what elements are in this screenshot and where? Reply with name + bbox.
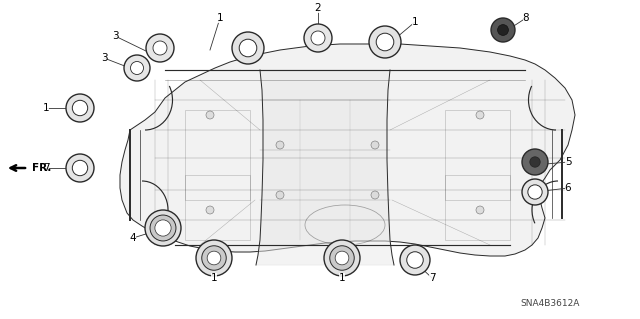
Text: 1: 1 [211,273,218,283]
Circle shape [72,100,88,116]
Text: 1: 1 [217,13,223,23]
Circle shape [232,32,264,64]
Circle shape [491,18,515,42]
Circle shape [330,246,355,270]
Text: 1: 1 [339,273,346,283]
Text: SNA4B3612A: SNA4B3612A [520,299,580,308]
Circle shape [239,39,257,57]
Circle shape [131,62,143,75]
Text: 7: 7 [429,273,435,283]
Circle shape [276,141,284,149]
Text: 1: 1 [43,103,49,113]
Bar [185,175,250,240]
Circle shape [369,26,401,58]
Text: 2: 2 [315,3,321,13]
Circle shape [304,24,332,52]
Circle shape [66,154,94,182]
Circle shape [153,41,167,55]
Text: 7: 7 [43,163,49,173]
Polygon shape [120,44,575,256]
Bar [445,110,510,200]
Text: 3: 3 [112,31,118,41]
Circle shape [522,179,548,205]
Text: 5: 5 [564,157,572,167]
Circle shape [407,252,423,268]
Circle shape [324,240,360,276]
Circle shape [206,111,214,119]
Circle shape [335,251,349,265]
Text: 8: 8 [523,13,529,23]
Circle shape [202,246,227,270]
Circle shape [476,111,484,119]
Circle shape [206,206,214,214]
Circle shape [522,149,548,175]
Circle shape [528,185,542,199]
Circle shape [376,33,394,51]
Circle shape [66,94,94,122]
Circle shape [196,240,232,276]
Text: 3: 3 [100,53,108,63]
Circle shape [124,55,150,81]
Circle shape [150,215,176,241]
Text: 6: 6 [564,183,572,193]
Circle shape [371,141,379,149]
Circle shape [155,220,171,236]
Circle shape [400,245,430,275]
Bar [185,110,250,200]
Circle shape [530,157,540,167]
Circle shape [72,160,88,176]
Circle shape [498,25,508,35]
Circle shape [146,34,174,62]
Bar [445,175,510,240]
Circle shape [145,210,181,246]
Circle shape [371,191,379,199]
Text: FR.: FR. [32,163,51,173]
Circle shape [476,206,484,214]
Circle shape [207,251,221,265]
Text: 1: 1 [412,17,419,27]
Circle shape [276,191,284,199]
Polygon shape [256,70,394,265]
Circle shape [311,31,325,45]
Text: 4: 4 [130,233,136,243]
